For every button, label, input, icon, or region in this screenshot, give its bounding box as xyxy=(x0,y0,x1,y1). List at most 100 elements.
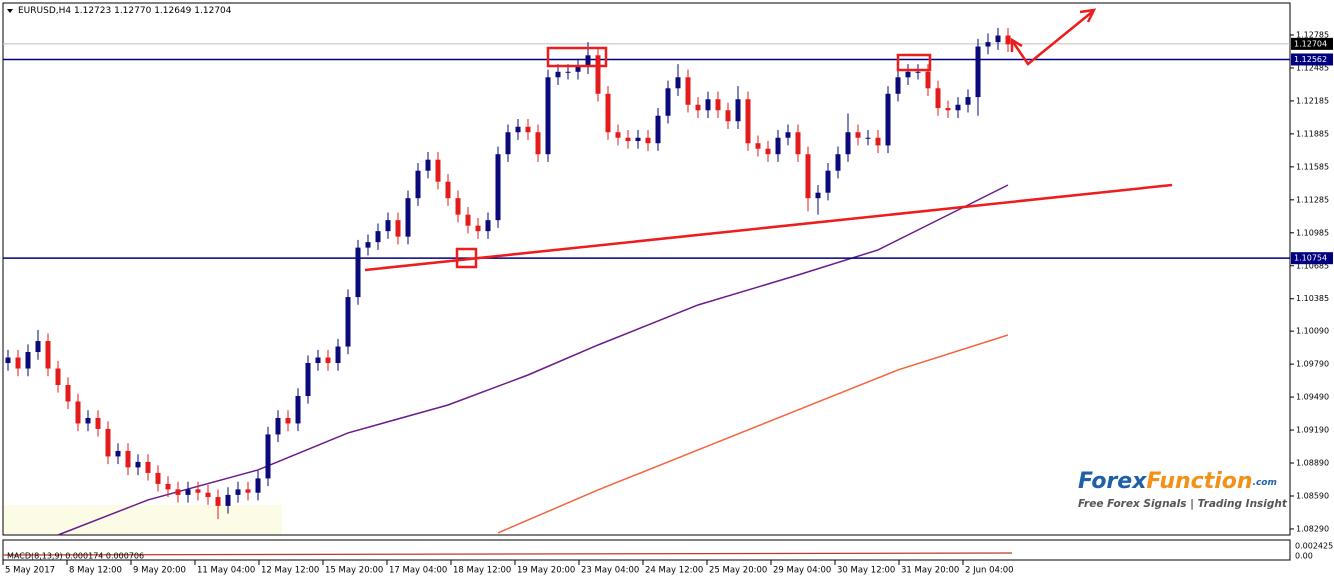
candle-body xyxy=(755,143,761,149)
brand-part: Forex xyxy=(1078,469,1147,494)
candle-body xyxy=(465,214,471,226)
candle-body xyxy=(565,71,571,73)
candle-body xyxy=(35,341,41,353)
candle-body xyxy=(945,108,951,111)
candle-body xyxy=(215,497,221,506)
candle-body xyxy=(655,115,661,144)
candle-body xyxy=(475,225,481,232)
x-tick-label: 5 May 2017 xyxy=(5,566,55,576)
arrow-head xyxy=(1010,37,1023,52)
candle-body xyxy=(315,357,321,364)
menu-arrow xyxy=(7,9,13,13)
candle-body xyxy=(195,489,201,493)
candle-body xyxy=(175,489,181,495)
y-tick-label: 1.10385 xyxy=(1296,294,1329,303)
candle-body xyxy=(15,357,21,369)
candle-body xyxy=(405,198,411,237)
watermark-brand: ForexFunction.com xyxy=(1078,469,1277,494)
x-tick-label: 12 May 12:00 xyxy=(261,566,319,576)
candle-body xyxy=(815,192,821,199)
x-tick-label: 25 May 20:00 xyxy=(709,566,767,576)
candle-body xyxy=(745,99,751,144)
candle-body xyxy=(635,137,641,142)
x-tick-label: 11 May 04:00 xyxy=(197,566,255,576)
candle-body xyxy=(695,104,701,111)
candle-body xyxy=(605,93,611,133)
plot-frame xyxy=(2,2,1291,536)
indicator-label: MACD(8,13,9) 0.000174 0.000706 xyxy=(7,552,144,561)
highlight-area xyxy=(3,505,282,535)
y-tick-label: 1.10685 xyxy=(1296,261,1329,270)
candle-body xyxy=(345,297,351,347)
y-tick-label: 1.11285 xyxy=(1296,195,1329,204)
candle-body xyxy=(445,181,451,199)
candle-body xyxy=(455,198,461,215)
price-tag xyxy=(1291,252,1333,265)
candle-body xyxy=(165,483,171,490)
candle-body xyxy=(65,384,71,402)
candle-body xyxy=(875,137,881,146)
candle-body xyxy=(75,401,81,424)
x-tick-label: 30 May 12:00 xyxy=(837,566,895,576)
candle-body xyxy=(845,132,851,155)
x-tick-label: 29 May 04:00 xyxy=(773,566,831,576)
highlight-box xyxy=(546,46,608,68)
candle-body xyxy=(905,71,911,78)
candle-body xyxy=(425,159,431,171)
candle-body xyxy=(155,472,161,484)
candle-body xyxy=(895,77,901,94)
quote: 1.12723 xyxy=(74,6,111,16)
candle-body xyxy=(965,97,971,105)
candle-body xyxy=(685,77,691,105)
candle-body xyxy=(325,357,331,364)
candle-body xyxy=(395,220,401,237)
candle-body xyxy=(335,346,341,364)
candle-body xyxy=(545,77,551,155)
candle-body xyxy=(805,154,811,199)
candle-body xyxy=(715,99,721,111)
candle-body xyxy=(535,132,541,155)
candle-body xyxy=(245,489,251,493)
candle-body xyxy=(855,132,861,138)
price-tag-label: 1.12704 xyxy=(1294,39,1327,48)
candle-body xyxy=(705,99,711,111)
symbol: EURUSD,H4 xyxy=(18,6,71,16)
candle-body xyxy=(355,247,361,298)
candle-body xyxy=(925,71,931,89)
moving-average xyxy=(57,184,1009,536)
x-tick-label: 15 May 20:00 xyxy=(325,566,383,576)
candle-body xyxy=(865,137,871,139)
candle-body xyxy=(25,352,31,369)
candle-body xyxy=(115,450,121,457)
candle-body xyxy=(305,363,311,396)
y-tick-label: 1.11585 xyxy=(1296,162,1329,171)
y-tick-label: 1.12185 xyxy=(1296,96,1329,105)
candle-body xyxy=(265,434,271,479)
x-tick-label: 9 May 20:00 xyxy=(133,566,186,576)
candle-body xyxy=(725,110,731,122)
candle-body xyxy=(775,137,781,155)
forecast-arrow xyxy=(1011,11,1093,66)
y-tick-label: 1.08290 xyxy=(1296,524,1329,533)
x-tick-label: 2 Jun 04:00 xyxy=(965,566,1014,576)
candle-body xyxy=(615,132,621,138)
candle-body xyxy=(435,159,441,182)
candle-body xyxy=(415,170,421,199)
x-tick-label: 8 May 12:00 xyxy=(69,566,122,576)
candle-body xyxy=(955,104,961,111)
candle-body xyxy=(275,417,281,435)
candle-body xyxy=(105,428,111,457)
candle-body xyxy=(995,35,1001,43)
x-tick-label: 19 May 20:00 xyxy=(517,566,575,576)
brand-part: .com xyxy=(1253,478,1277,488)
y-tick-label: 1.09490 xyxy=(1296,393,1329,402)
candle-body xyxy=(135,461,141,468)
x-tick-label: 24 May 12:00 xyxy=(645,566,703,576)
moving-average xyxy=(497,334,1009,534)
candle-body xyxy=(85,417,91,424)
quote: 1.12704 xyxy=(194,6,231,16)
price-tag-label: 1.12562 xyxy=(1294,55,1327,64)
candle-body xyxy=(205,492,211,498)
